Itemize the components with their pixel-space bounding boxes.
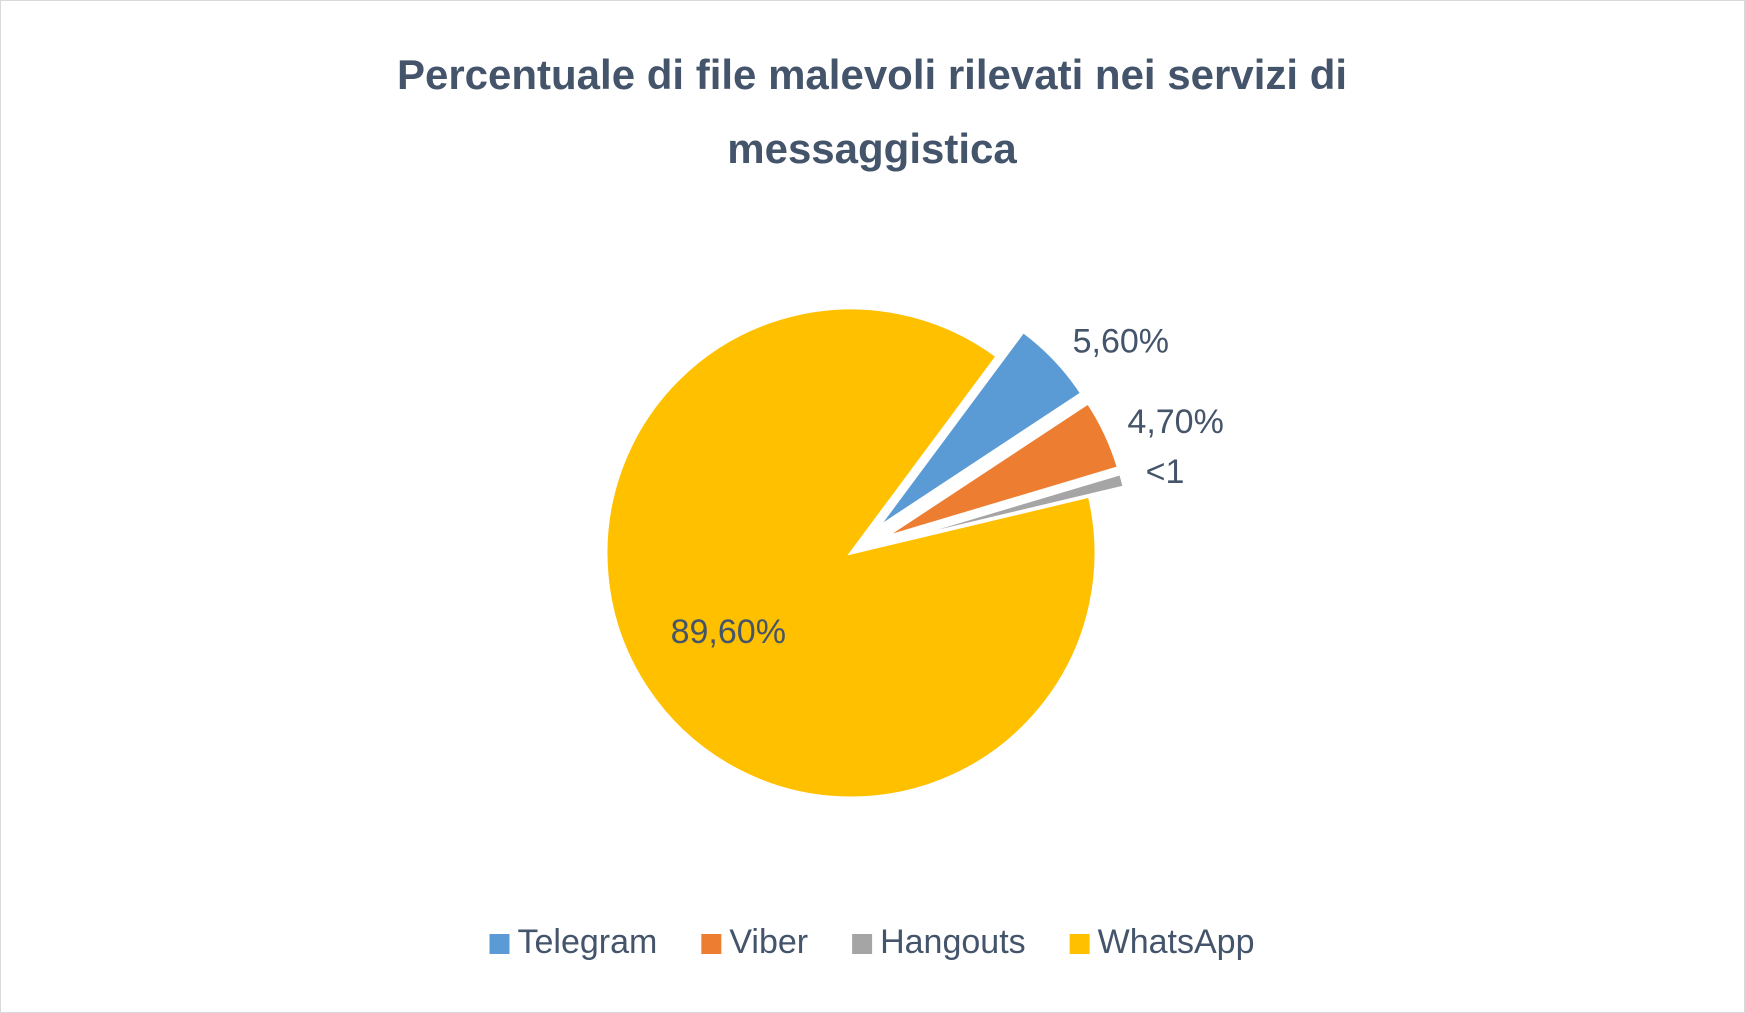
- chart-title: Percentuale di file malevoli rilevati ne…: [396, 51, 1348, 172]
- legend-swatch: [701, 934, 722, 954]
- legend-swatch: [852, 934, 873, 954]
- legend-label: Hangouts: [880, 923, 1026, 961]
- legend-label: WhatsApp: [1098, 923, 1255, 961]
- legend-swatch: [1069, 934, 1090, 954]
- legend-label: Viber: [729, 923, 808, 961]
- legend-swatch: [489, 934, 510, 954]
- data-label: 4,70%: [1127, 403, 1223, 441]
- data-label: 89,60%: [671, 613, 786, 651]
- pie-slice: [875, 329, 1084, 530]
- pie-slice: [604, 306, 1098, 800]
- legend-label: Telegram: [517, 923, 657, 961]
- pie-slice: [882, 400, 1121, 540]
- data-label: <1: [1146, 453, 1185, 491]
- pie-slice: [885, 471, 1126, 546]
- data-label: 5,60%: [1073, 322, 1169, 360]
